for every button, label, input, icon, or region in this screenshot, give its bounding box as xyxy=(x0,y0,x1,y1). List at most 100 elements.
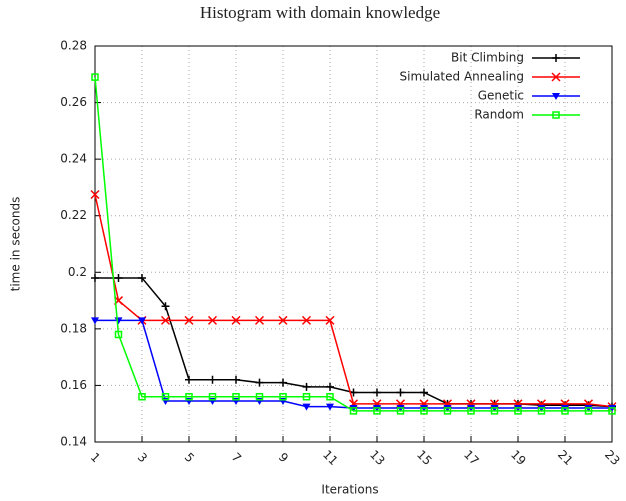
x-tick-label: 11 xyxy=(320,447,341,468)
point xyxy=(279,378,287,387)
marker xyxy=(161,392,170,401)
y-tick-label: 0.24 xyxy=(60,152,87,166)
y-tick-label: 0.18 xyxy=(60,321,87,335)
marker xyxy=(349,407,358,415)
point xyxy=(301,315,312,325)
marker xyxy=(302,392,311,401)
x-tick-label: 13 xyxy=(367,447,388,468)
marker xyxy=(552,54,560,62)
point xyxy=(373,388,381,397)
marker xyxy=(279,378,287,387)
point xyxy=(373,407,381,415)
marker xyxy=(325,315,335,325)
marker xyxy=(326,403,334,411)
point xyxy=(325,315,335,325)
marker xyxy=(232,392,240,401)
point xyxy=(90,189,100,200)
point xyxy=(91,317,99,325)
point xyxy=(302,403,311,411)
marker xyxy=(232,375,240,384)
point xyxy=(232,392,240,401)
point xyxy=(349,407,358,415)
y-tick-label: 0.26 xyxy=(60,95,87,109)
point xyxy=(443,407,452,415)
marker xyxy=(138,317,146,325)
point xyxy=(561,407,569,415)
x-tick-label: 17 xyxy=(461,447,482,468)
point xyxy=(420,388,428,397)
point xyxy=(161,392,170,401)
point xyxy=(490,407,499,415)
y-axis-label: time in seconds xyxy=(9,197,23,292)
point xyxy=(208,375,217,384)
marker xyxy=(255,392,264,401)
x-axis-label: Iterations xyxy=(321,483,378,497)
marker xyxy=(396,388,405,397)
marker xyxy=(254,315,265,325)
marker xyxy=(208,375,217,384)
marker xyxy=(420,407,428,415)
y-tick-label: 0.14 xyxy=(60,435,87,449)
x-tick-label: 15 xyxy=(414,447,435,468)
point xyxy=(396,407,405,415)
marker xyxy=(255,378,264,387)
x-tick-label: 5 xyxy=(182,450,197,465)
point xyxy=(326,392,334,401)
point xyxy=(207,315,218,325)
marker xyxy=(396,407,405,415)
point xyxy=(138,317,146,325)
marker xyxy=(91,317,99,325)
marker xyxy=(90,189,100,200)
y-tick-label: 0.28 xyxy=(60,39,87,53)
point xyxy=(420,407,428,415)
marker xyxy=(443,407,452,415)
point xyxy=(255,378,264,387)
point xyxy=(114,330,123,339)
point xyxy=(552,54,560,62)
legend-label: Genetic xyxy=(478,89,524,103)
marker xyxy=(161,302,170,311)
point xyxy=(232,375,240,384)
point xyxy=(138,392,146,401)
marker xyxy=(138,273,146,282)
marker xyxy=(114,330,123,339)
marker xyxy=(185,392,193,401)
point xyxy=(231,315,241,325)
point xyxy=(185,392,193,401)
marker xyxy=(91,73,99,81)
point xyxy=(91,73,99,81)
marker xyxy=(552,93,560,100)
y-tick-label: 0.2 xyxy=(68,265,87,279)
point xyxy=(255,392,264,401)
point xyxy=(185,375,193,384)
marker xyxy=(231,315,241,325)
marker xyxy=(184,315,194,325)
marker xyxy=(278,315,288,325)
point xyxy=(552,111,560,119)
marker xyxy=(467,407,475,415)
x-tick-label: 23 xyxy=(602,447,623,468)
point xyxy=(208,392,217,401)
point xyxy=(467,407,475,415)
point xyxy=(514,407,522,415)
marker xyxy=(490,407,499,415)
marker xyxy=(584,407,593,415)
point xyxy=(254,315,265,325)
point xyxy=(138,273,146,282)
x-tick-label: 19 xyxy=(508,447,529,468)
series-line xyxy=(94,77,612,412)
legend-label: Bit Climbing xyxy=(451,51,524,65)
marker xyxy=(279,392,287,401)
point xyxy=(302,382,311,391)
marker xyxy=(561,407,569,415)
y-tick-label: 0.22 xyxy=(60,208,87,222)
marker xyxy=(326,382,334,391)
point xyxy=(537,407,546,415)
marker xyxy=(326,392,334,401)
marker xyxy=(608,407,616,415)
marker xyxy=(420,388,428,397)
point xyxy=(161,302,170,311)
x-tick-label: 3 xyxy=(135,450,150,465)
series-line xyxy=(95,277,613,408)
